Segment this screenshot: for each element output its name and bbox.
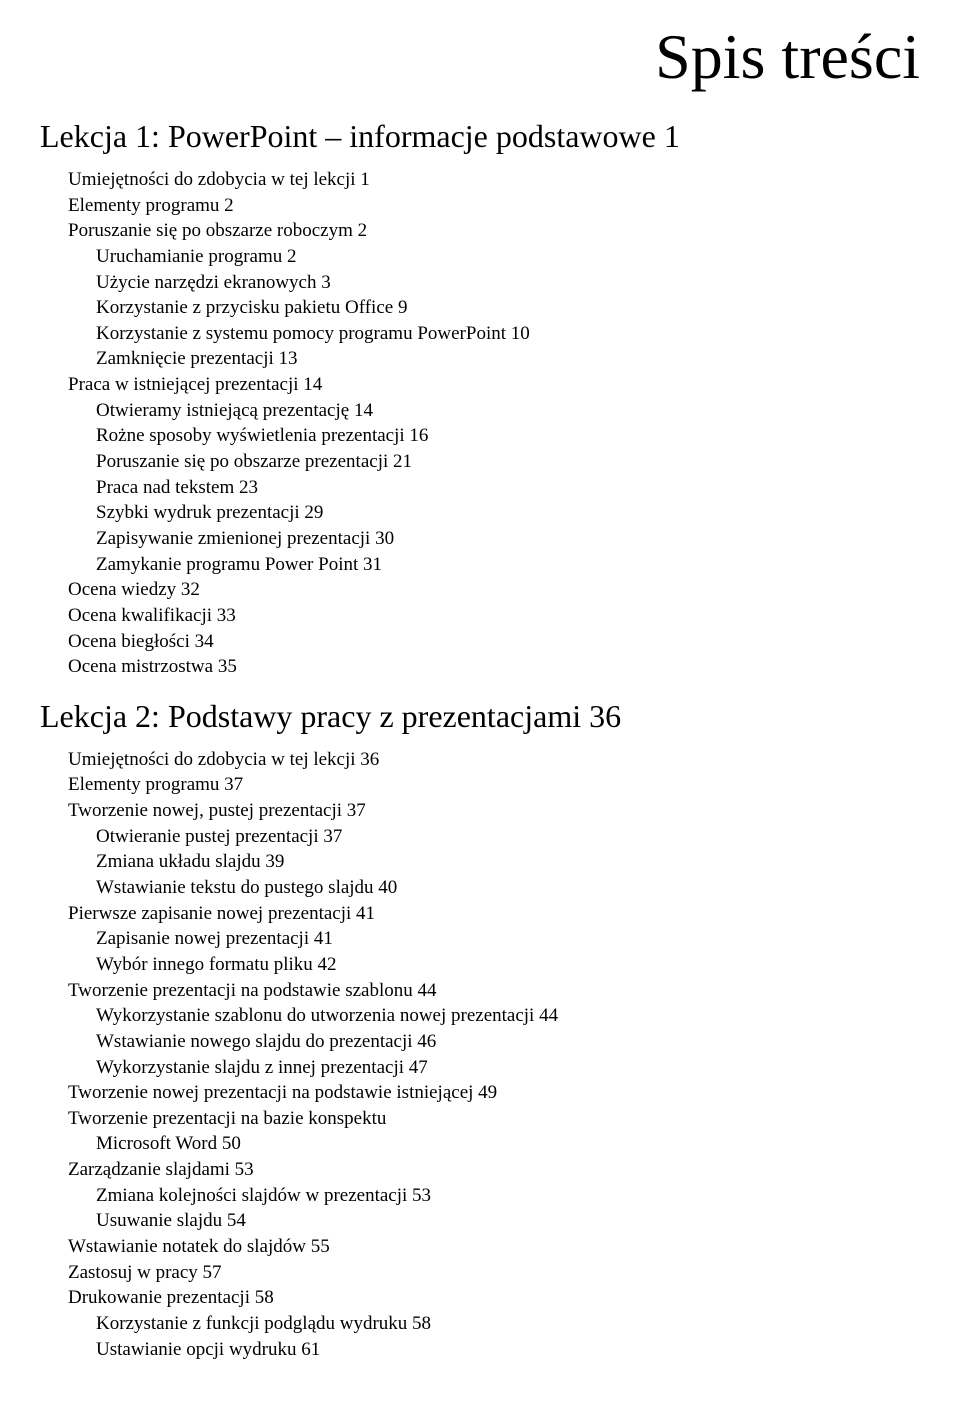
- toc-entry: Ocena wiedzy 32: [68, 577, 920, 603]
- toc-entry: Wykorzystanie szablonu do utworzenia now…: [96, 1003, 920, 1029]
- toc-entry: Uruchamianie programu 2: [96, 244, 920, 270]
- toc-entry: Microsoft Word 50: [96, 1131, 920, 1157]
- toc-entry: Drukowanie prezentacji 58: [68, 1285, 920, 1311]
- toc-entry: Wykorzystanie slajdu z innej prezentacji…: [96, 1055, 920, 1081]
- toc-entry: Szybki wydruk prezentacji 29: [96, 500, 920, 526]
- toc-entry: Umiejętności do zdobycia w tej lekcji 36: [68, 747, 920, 773]
- toc-entry: Wstawianie notatek do slajdów 55: [68, 1234, 920, 1260]
- toc-entry: Usuwanie slajdu 54: [96, 1208, 920, 1234]
- toc-entry: Ocena biegłości 34: [68, 629, 920, 655]
- toc-entry: Zarządzanie slajdami 53: [68, 1157, 920, 1183]
- toc-entry: Wstawianie tekstu do pustego slajdu 40: [96, 875, 920, 901]
- toc-entry: Zamknięcie prezentacji 13: [96, 346, 920, 372]
- toc-entry: Tworzenie nowej, pustej prezentacji 37: [68, 798, 920, 824]
- toc-entry: Korzystanie z przycisku pakietu Office 9: [96, 295, 920, 321]
- toc-entry: Użycie narzędzi ekranowych 3: [96, 270, 920, 296]
- toc-entry: Pierwsze zapisanie nowej prezentacji 41: [68, 901, 920, 927]
- toc-entry: Wybór innego formatu pliku 42: [96, 952, 920, 978]
- toc-entry: Otwieranie pustej prezentacji 37: [96, 824, 920, 850]
- toc-entry: Otwieramy istniejącą prezentację 14: [96, 398, 920, 424]
- toc-entry: Poruszanie się po obszarze roboczym 2: [68, 218, 920, 244]
- toc-entry: Tworzenie prezentacji na podstawie szabl…: [68, 978, 920, 1004]
- toc-entry: Korzystanie z funkcji podglądu wydruku 5…: [96, 1311, 920, 1337]
- lesson-title: Lekcja 1: PowerPoint – informacje podsta…: [40, 118, 920, 155]
- toc-entry: Ocena kwalifikacji 33: [68, 603, 920, 629]
- toc-entry: Zmiana kolejności slajdów w prezentacji …: [96, 1183, 920, 1209]
- toc-entry: Zastosuj w pracy 57: [68, 1260, 920, 1286]
- toc-entry: Ocena mistrzostwa 35: [68, 654, 920, 680]
- toc-entry: Poruszanie się po obszarze prezentacji 2…: [96, 449, 920, 475]
- lesson-title: Lekcja 2: Podstawy pracy z prezentacjami…: [40, 698, 920, 735]
- toc-entry: Wstawianie nowego slajdu do prezentacji …: [96, 1029, 920, 1055]
- toc-entry: Umiejętności do zdobycia w tej lekcji 1: [68, 167, 920, 193]
- toc-content: Lekcja 1: PowerPoint – informacje podsta…: [40, 118, 920, 1362]
- toc-entry: Ustawianie opcji wydruku 61: [96, 1337, 920, 1363]
- toc-entry: Elementy programu 2: [68, 193, 920, 219]
- toc-entry: Korzystanie z systemu pomocy programu Po…: [96, 321, 920, 347]
- page-title: Spis treści: [40, 20, 920, 94]
- toc-entry: Rożne sposoby wyświetlenia prezentacji 1…: [96, 423, 920, 449]
- toc-entry: Zapisanie nowej prezentacji 41: [96, 926, 920, 952]
- toc-entry: Praca nad tekstem 23: [96, 475, 920, 501]
- toc-entry: Tworzenie prezentacji na bazie konspektu: [68, 1106, 920, 1132]
- toc-entry: Praca w istniejącej prezentacji 14: [68, 372, 920, 398]
- toc-entry: Zamykanie programu Power Point 31: [96, 552, 920, 578]
- toc-entry: Zapisywanie zmienionej prezentacji 30: [96, 526, 920, 552]
- toc-entry: Tworzenie nowej prezentacji na podstawie…: [68, 1080, 920, 1106]
- toc-entry: Zmiana układu slajdu 39: [96, 849, 920, 875]
- toc-entry: Elementy programu 37: [68, 772, 920, 798]
